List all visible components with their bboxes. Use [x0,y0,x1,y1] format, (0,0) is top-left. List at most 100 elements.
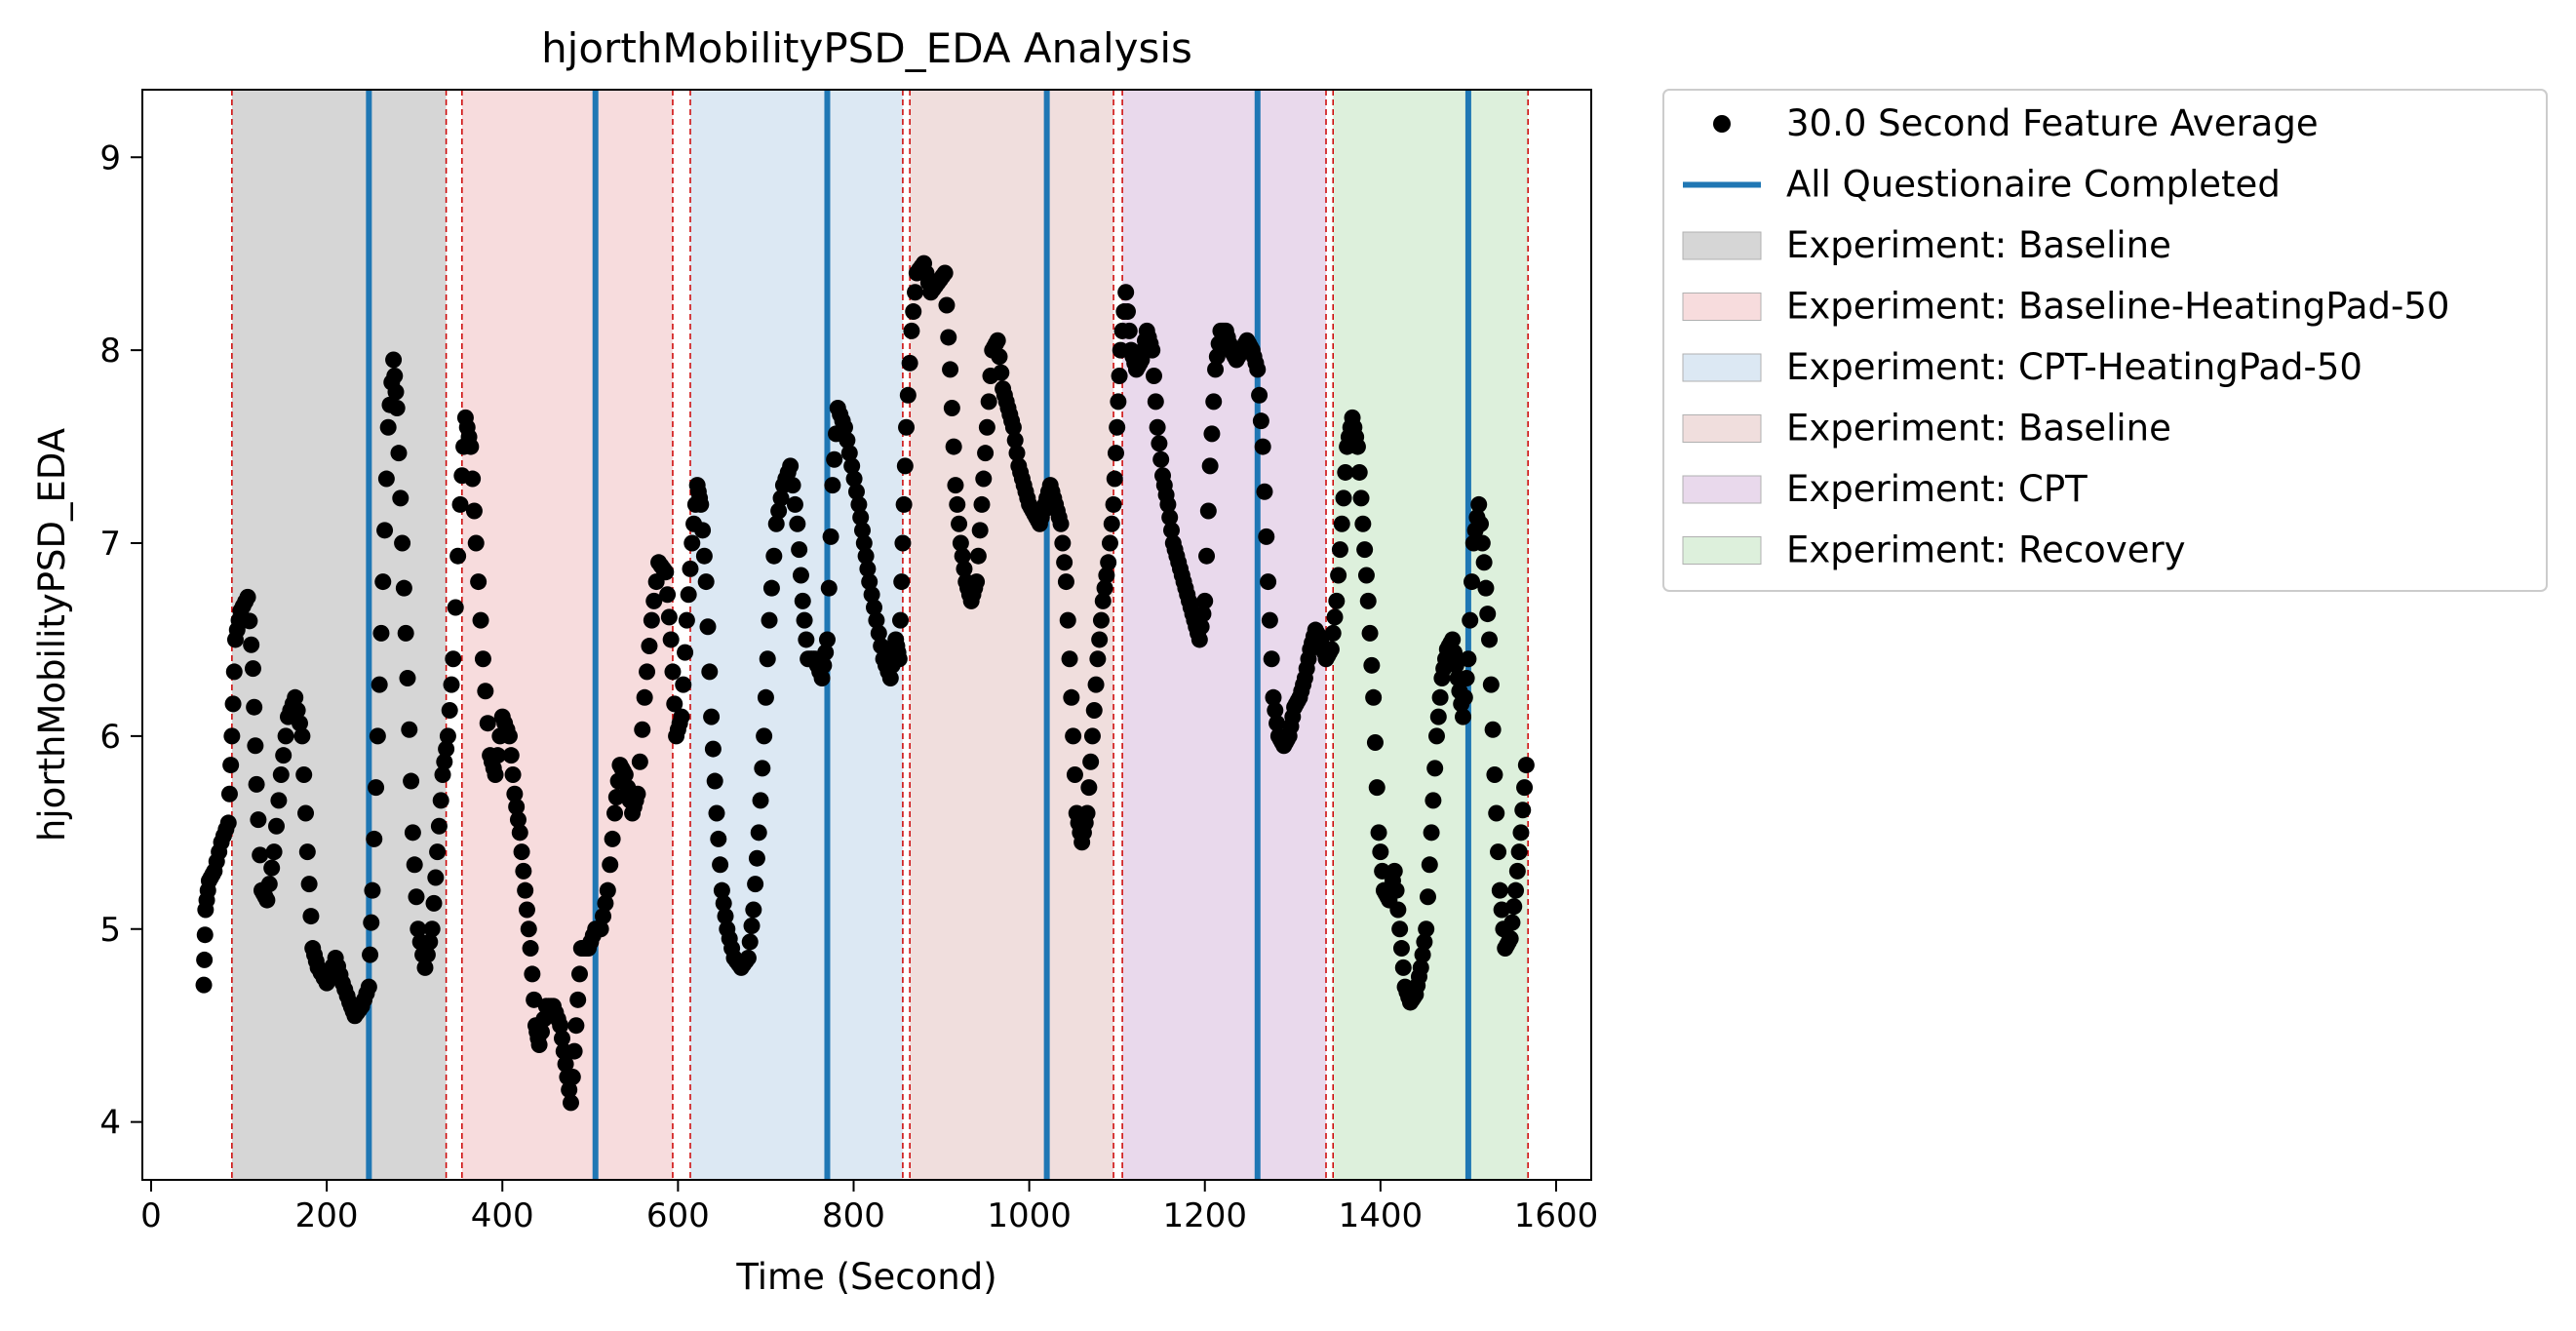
data-point-160 [502,747,520,764]
data-point-473 [1098,567,1115,584]
x-tick-label-200: 200 [295,1196,359,1235]
data-point-562 [1251,386,1268,404]
data-point-674 [1447,656,1464,674]
data-point-366 [903,322,920,339]
data-point-611 [1337,463,1354,481]
data-point-399 [968,573,986,591]
data-point-641 [1389,901,1407,919]
data-point-147 [474,650,491,668]
data-point-572 [1268,715,1286,732]
data-point-232 [645,592,663,609]
data-point-291 [756,727,773,745]
data-point-108 [399,670,416,687]
data-point-501 [1144,341,1161,359]
data-point-39 [258,891,276,909]
data-point-249 [678,611,695,629]
data-point-657 [1418,920,1435,938]
data-point-351 [881,670,899,687]
x-axis-ticks: 0 200 400 600 800 1000 1200 1400 1600 [140,1180,1598,1235]
data-point-118 [418,946,436,963]
data-point-209 [597,894,614,912]
data-point-567 [1260,573,1277,591]
data-point-624 [1359,592,1377,609]
data-point-357 [890,650,908,668]
data-point-330 [836,418,853,436]
data-point-696 [1486,765,1503,783]
data-point-99 [385,351,403,369]
data-point-287 [748,849,765,867]
data-point-469 [1091,631,1109,648]
data-point-664 [1429,708,1447,725]
data-point-57 [298,843,316,861]
data-point-412 [991,348,1008,366]
data-point-470 [1092,611,1110,629]
data-point-338 [853,522,871,539]
data-point-335 [847,483,865,500]
data-point-261 [697,573,715,591]
data-point-231 [643,611,660,629]
data-point-679 [1456,688,1473,706]
data-point-511 [1161,509,1179,527]
data-point-534 [1201,457,1219,475]
data-point-146 [472,611,489,629]
data-point-90 [369,727,386,745]
data-point-402 [973,495,991,513]
data-point-247 [675,676,692,693]
data-point-173 [526,991,543,1008]
plot-frame [141,89,1592,1181]
data-point-283 [741,933,759,951]
data-point-607 [1330,567,1347,584]
data-point-303 [782,457,800,475]
data-point-165 [511,824,528,842]
data-point-503 [1147,393,1164,411]
legend-swatch-3 [1682,293,1762,321]
data-point-87 [364,881,381,899]
data-point-608 [1331,541,1348,559]
data-point-149 [479,715,496,732]
data-point-293 [759,650,776,668]
data-point-605 [1326,608,1344,626]
data-point-663 [1427,727,1445,745]
data-point-93 [374,573,392,591]
data-point-240 [662,631,680,648]
data-point-390 [952,534,969,552]
data-point-117 [416,959,434,976]
data-point-311 [798,631,815,648]
data-point-336 [850,495,868,513]
data-point-258 [692,495,710,513]
y-axis-ticks: 4 5 6 7 8 9 [99,138,142,1143]
data-point-502 [1145,368,1162,385]
data-point-103 [390,445,408,462]
data-point-368 [907,284,924,301]
data-point-625 [1361,624,1379,642]
data-point-15 [219,814,237,832]
data-point-297 [767,515,785,532]
data-point-604 [1324,624,1342,642]
data-point-324 [824,477,841,494]
data-point-106 [395,579,412,597]
data-point-295 [762,579,780,597]
data-point-448 [1054,534,1072,552]
data-point-239 [660,608,678,626]
legend-label-1: All Questionaire Completed [1786,164,2281,206]
data-point-413 [993,364,1010,381]
data-point-384 [942,361,959,378]
data-point-341 [859,560,877,577]
data-point-325 [826,450,843,468]
data-point-381 [936,264,954,282]
data-point-122 [427,869,445,886]
data-point-347 [873,638,890,655]
data-point-621 [1354,515,1372,532]
data-point-268 [710,830,727,847]
data-point-298 [770,502,788,520]
data-point-659 [1421,856,1438,874]
data-point-95 [377,470,395,488]
data-point-344 [866,599,883,616]
data-point-33 [248,775,265,793]
data-point-332 [840,445,858,462]
phase-band-3 [910,90,1114,1180]
data-point-267 [708,804,725,822]
data-point-411 [989,332,1006,349]
legend-label-4: Experiment: CPT-HeatingPad-50 [1786,346,2362,388]
data-point-178 [532,1023,550,1040]
